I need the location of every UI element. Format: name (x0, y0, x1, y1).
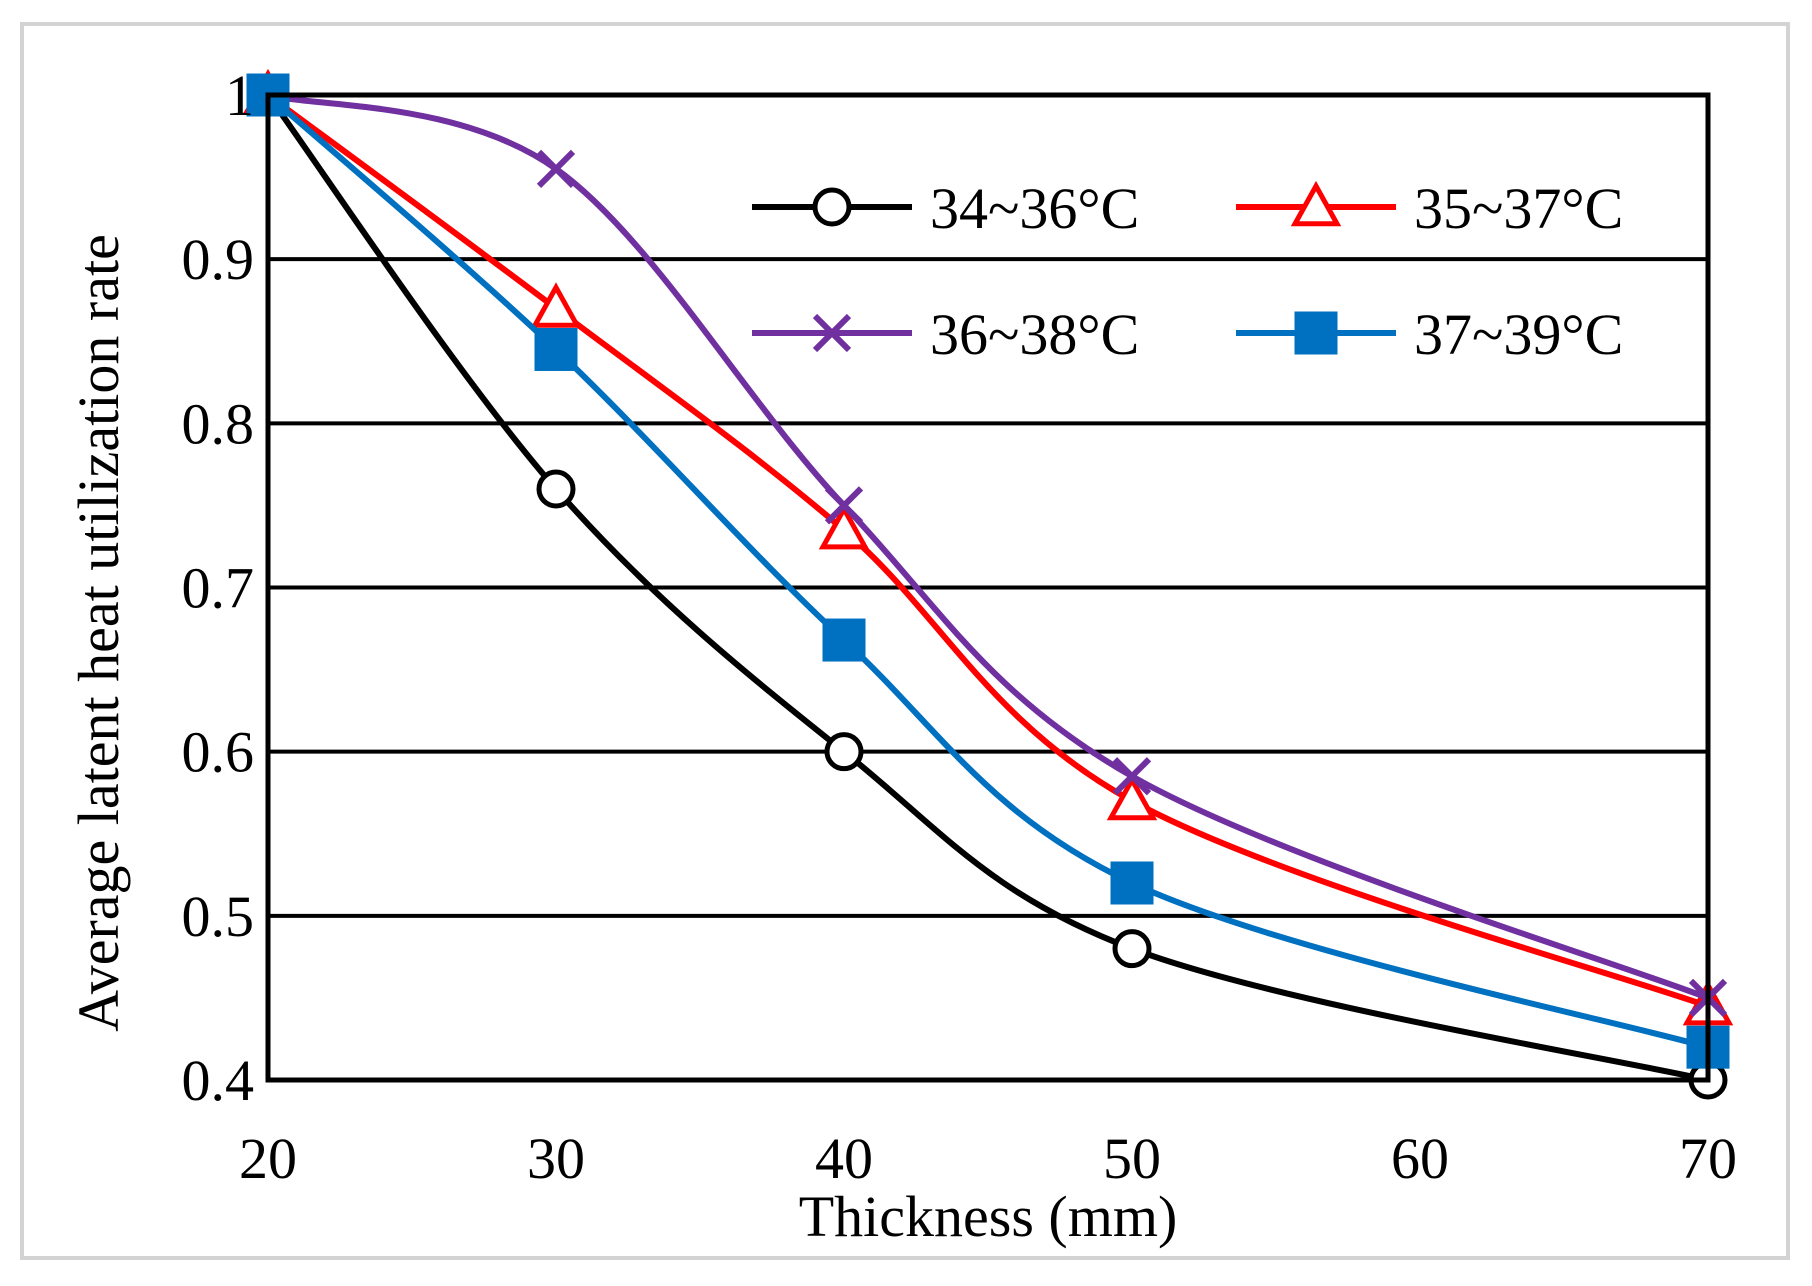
data-point-3-1 (534, 327, 578, 371)
legend-label: 37~39°C (1414, 302, 1623, 367)
data-point-1-3 (1106, 774, 1158, 821)
data-point-1-2 (818, 503, 870, 550)
data-point-0-1 (536, 469, 576, 509)
series-line-1 (266, 92, 1710, 1009)
legend-label: 35~37°C (1414, 176, 1623, 241)
y-tick-label: 0.7 (182, 556, 255, 621)
x-tick-label: 30 (527, 1126, 585, 1191)
data-point-3-3 (1110, 861, 1154, 905)
x-tick-label: 60 (1391, 1126, 1449, 1191)
legend-item-2: 36~38°C (752, 302, 1139, 367)
legend-label: 34~36°C (930, 176, 1139, 241)
chart-frame (20, 22, 1790, 1260)
data-point-1-1 (530, 282, 582, 328)
series-line-2 (267, 92, 1710, 1001)
y-tick-label: 0.4 (182, 1048, 255, 1113)
legend-item-1: 35~37°C (1236, 176, 1623, 241)
y-tick-label: 0.9 (182, 227, 255, 292)
y-tick-label: 0.6 (182, 720, 255, 785)
data-point-2-3 (1112, 757, 1152, 796)
x-tick-label: 20 (239, 1126, 297, 1191)
data-point-2-1 (536, 149, 576, 188)
data-point-0-3 (1112, 929, 1152, 969)
y-tick-label: 0.8 (182, 391, 255, 456)
legend-label: 36~38°C (930, 302, 1139, 367)
x-axis-label: Thickness (mm) (799, 1184, 1178, 1249)
legend-marker (812, 313, 852, 353)
legend-item-0: 34~36°C (752, 176, 1139, 241)
legend-marker (812, 187, 852, 227)
y-tick-label: 1 (225, 63, 254, 128)
legend: 34~36°C 35~37°C 36~38°C 37~39°C (752, 176, 1623, 367)
x-tick-label: 40 (815, 1126, 873, 1191)
x-tick-label: 70 (1679, 1126, 1737, 1191)
series-3 (246, 73, 1730, 1069)
data-point-2-2 (824, 486, 864, 525)
legend-item-3: 37~39°C (1236, 302, 1623, 367)
data-point-3-2 (822, 618, 866, 662)
y-axis-label: Average latent heat utilization rate (66, 234, 131, 1032)
y-tick-label: 0.5 (182, 884, 255, 949)
x-tick-label: 50 (1103, 1126, 1161, 1191)
legend-marker (1290, 180, 1342, 227)
legend-marker (1294, 311, 1338, 355)
tick-labels: 0.4 0.5 0.6 0.7 0.8 0.9 1 20 30 40 50 60 70 (182, 63, 1738, 1191)
plot-area-border (265, 92, 1711, 1083)
data-point-0-2 (824, 732, 864, 772)
